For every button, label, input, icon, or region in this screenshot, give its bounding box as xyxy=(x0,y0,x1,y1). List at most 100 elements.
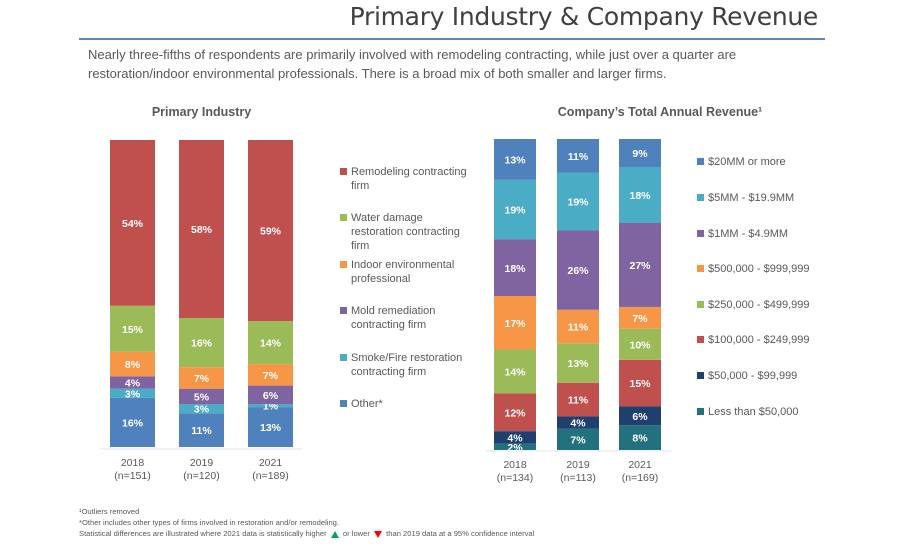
revenue-data-label: 2% xyxy=(507,442,523,454)
industry-legend-item: Remodeling contracting firm xyxy=(340,165,470,193)
revenue-bar-segment xyxy=(619,139,661,167)
legend-label: Water damage restoration contracting fir… xyxy=(351,212,460,252)
legend-label: Other* xyxy=(351,398,383,410)
legend-swatch-icon xyxy=(340,261,347,268)
revenue-data-label: 4% xyxy=(570,418,586,430)
industry-bar-segment xyxy=(110,388,155,398)
legend-swatch-icon xyxy=(697,265,704,272)
legend-swatch-icon xyxy=(697,301,704,308)
revenue-data-label: 15% xyxy=(629,378,651,390)
revenue-bar-segment xyxy=(619,166,661,223)
industry-data-label: 58% xyxy=(191,224,213,236)
footnote-text-c: than 2019 data at a 95% confidence inter… xyxy=(386,529,535,538)
industry-bar-segment xyxy=(179,388,224,405)
revenue-data-label: 12% xyxy=(504,407,526,419)
revenue-category-label: 2021 xyxy=(628,459,652,471)
revenue-chart-title: Company’s Total Annual Revenue¹ xyxy=(557,105,763,119)
legend-swatch-icon xyxy=(340,400,347,407)
industry-bar-segment xyxy=(248,385,293,405)
legend-label: $100,000 - $249,999 xyxy=(708,334,810,346)
revenue-category-label: 2018 xyxy=(503,459,527,471)
industry-category-label: 2021 xyxy=(259,457,283,469)
revenue-legend-item: $20MM or more xyxy=(697,155,786,169)
revenue-bar-segment xyxy=(619,306,661,329)
revenue-bar-segment xyxy=(494,349,536,394)
revenue-legend-item: $50,000 - $99,999 xyxy=(697,369,797,383)
industry-data-label: 7% xyxy=(194,373,210,385)
industry-data-label: 3% xyxy=(125,388,141,400)
lower-triangle-icon xyxy=(374,530,383,538)
revenue-bar-segment xyxy=(619,359,661,407)
legend-swatch-icon xyxy=(340,214,347,221)
legend-label: Less than $50,000 xyxy=(708,406,799,418)
industry-data-label: 59% xyxy=(260,226,282,238)
industry-data-label: 5% xyxy=(194,391,210,403)
revenue-sample-size-label: (n=113) xyxy=(560,472,596,484)
revenue-data-label: 26% xyxy=(567,265,589,277)
industry-bar-segment xyxy=(248,321,293,365)
industry-sample-size-label: (n=151) xyxy=(114,470,150,482)
page-subtitle: Nearly three-fifths of respondents are p… xyxy=(88,47,737,81)
revenue-data-label: 18% xyxy=(504,263,526,275)
industry-chart-title: Primary Industry xyxy=(151,105,252,119)
industry-data-label: 13% xyxy=(260,422,282,434)
industry-legend-item: Other* xyxy=(340,397,383,411)
industry-data-label: 15% xyxy=(122,324,144,336)
revenue-data-label: 9% xyxy=(632,148,648,160)
revenue-bar-segment xyxy=(494,393,536,432)
revenue-data-label: 27% xyxy=(629,260,651,272)
revenue-sample-size-label: (n=169) xyxy=(622,472,658,484)
revenue-data-label: 18% xyxy=(629,190,651,202)
footnote-text-b: or lower xyxy=(342,529,370,538)
industry-bar-segment xyxy=(179,140,224,319)
revenue-sample-size-label: (n=134) xyxy=(497,472,533,484)
industry-bar-segment xyxy=(110,305,155,352)
higher-triangle-icon xyxy=(330,530,339,538)
revenue-data-label: 13% xyxy=(567,358,589,370)
legend-label: Remodeling contracting firm xyxy=(351,166,467,192)
industry-legend-item: Mold remediation contracting firm xyxy=(340,304,470,332)
industry-bar-segment xyxy=(248,364,293,386)
legend-label: Indoor environmental professional xyxy=(351,259,455,285)
industry-bar-segment xyxy=(248,404,293,408)
revenue-data-label: 7% xyxy=(632,313,648,325)
industry-data-label: 11% xyxy=(191,425,212,437)
title-divider xyxy=(79,38,825,40)
revenue-legend-item: $250,000 - $499,999 xyxy=(697,298,810,312)
legend-swatch-icon xyxy=(697,408,704,415)
revenue-bar-segment xyxy=(494,139,536,180)
industry-sample-size-label: (n=189) xyxy=(252,470,288,482)
industry-data-label: 3% xyxy=(194,404,210,416)
legend-label: $1MM - $4.9MM xyxy=(708,228,789,240)
revenue-bar-segment xyxy=(494,179,536,240)
industry-sample-size-label: (n=120) xyxy=(183,470,219,482)
industry-data-label: 4% xyxy=(125,378,141,390)
page-title: Primary Industry & Company Revenue xyxy=(349,2,819,31)
legend-swatch-icon xyxy=(340,354,347,361)
industry-bar-segment xyxy=(179,413,224,447)
revenue-legend-item: $1MM - $4.9MM xyxy=(697,227,788,241)
industry-data-label: 16% xyxy=(191,338,213,350)
revenue-bar-segment xyxy=(619,425,661,450)
revenue-legend-item: Less than $50,000 xyxy=(697,405,799,419)
legend-label: $500,000 - $999,999 xyxy=(708,263,810,275)
industry-data-label: 14% xyxy=(260,338,282,350)
industry-data-label: 7% xyxy=(263,370,279,382)
industry-legend-item: Indoor environmental professional xyxy=(340,258,470,286)
revenue-legend-item: $500,000 - $999,999 xyxy=(697,262,810,276)
revenue-data-label: 6% xyxy=(632,411,648,423)
industry-legend-item: Water damage restoration contracting fir… xyxy=(340,211,470,253)
revenue-data-label: 17% xyxy=(504,318,526,330)
industry-bar-segment xyxy=(110,376,155,389)
revenue-data-label: 8% xyxy=(632,433,648,445)
legend-label: Smoke/Fire restoration contracting firm xyxy=(351,352,463,378)
industry-bar-segment xyxy=(110,140,155,306)
revenue-data-label: 10% xyxy=(629,339,651,351)
footnote-outliers: ¹Outliers removed xyxy=(79,507,140,516)
legend-swatch-icon xyxy=(340,168,347,175)
revenue-bar-segment xyxy=(494,239,536,297)
footnote-other: *Other includes other types of firms inv… xyxy=(79,518,340,527)
legend-label: $50,000 - $99,999 xyxy=(708,370,798,382)
revenue-legend-item: $100,000 - $249,999 xyxy=(697,333,810,347)
revenue-bar-segment xyxy=(619,222,661,307)
